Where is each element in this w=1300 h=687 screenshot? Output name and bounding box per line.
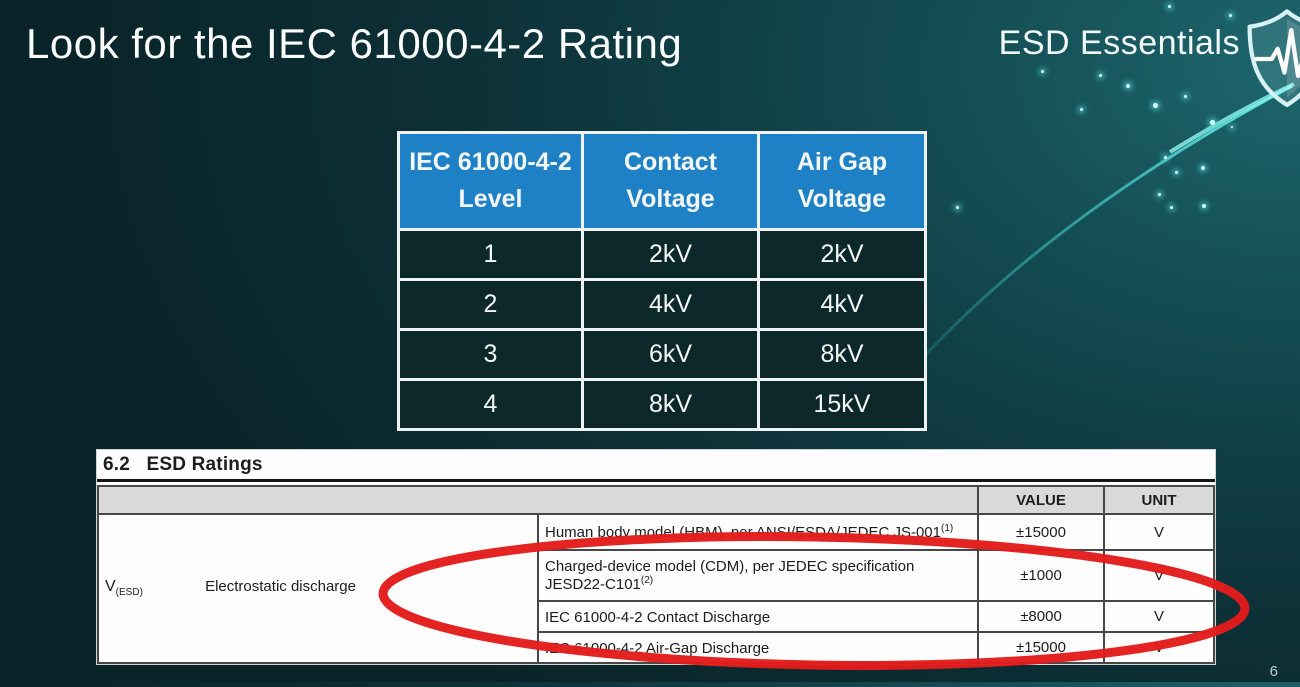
parameter-label: Electrostatic discharge (205, 578, 356, 596)
cell-level: 1 (397, 228, 584, 281)
cell-airgap: 4kV (757, 278, 927, 331)
header-cell-contact: Contact Voltage (581, 131, 760, 231)
table-row: 2 4kV 4kV (397, 278, 927, 331)
row-value: ±15000 (977, 631, 1105, 664)
star-dot (1158, 193, 1161, 196)
star-dot (1170, 206, 1173, 209)
iec-level-table: IEC 61000-4-2 Level Contact Voltage Air … (397, 131, 927, 431)
table-row-hbm: V(ESD) Electrostatic discharge Human bod… (97, 513, 1215, 664)
cell-airgap: 15kV (757, 378, 927, 431)
table-row: 3 6kV 8kV (397, 328, 927, 381)
star-dot (1175, 171, 1178, 174)
table-row: 1 2kV 2kV (397, 228, 927, 281)
row-description: IEC 61000-4-2 Contact Discharge (537, 600, 979, 633)
cell-contact: 6kV (581, 328, 760, 381)
cell-airgap: 8kV (757, 328, 927, 381)
star-dot (1202, 204, 1206, 208)
datasheet-section-title: 6.2 ESD Ratings (97, 450, 1215, 482)
cell-airgap: 2kV (757, 228, 927, 281)
row-value: ±1000 (977, 549, 1105, 602)
empty-header-cell (97, 485, 979, 515)
page-title: Look for the IEC 61000-4-2 Rating (26, 20, 683, 67)
row-unit: V (1103, 631, 1215, 664)
row-value: ±15000 (977, 513, 1105, 551)
row-description: IEC 61000-4-2 Air-Gap Discharge (537, 631, 979, 664)
star-dot (956, 206, 959, 209)
star-dot (1126, 84, 1130, 88)
datasheet-excerpt: 6.2 ESD Ratings VALUE UNIT V(ESD) Electr… (97, 450, 1215, 664)
page-number: 6 (1269, 663, 1278, 680)
cell-contact: 4kV (581, 278, 760, 331)
header-cell-airgap: Air Gap Voltage (757, 131, 927, 231)
row-value: ±8000 (977, 600, 1105, 633)
star-dot (1168, 5, 1171, 8)
ratings-header-row: VALUE UNIT (97, 485, 1215, 515)
row-unit: V (1103, 549, 1215, 602)
row-description: Human body model (HBM), per ANSI/ESDA/JE… (537, 513, 979, 551)
star-dot (1164, 156, 1167, 159)
cell-contact: 2kV (581, 228, 760, 281)
star-dot (1201, 166, 1205, 170)
row-unit: V (1103, 600, 1215, 633)
brand-text: ESD Essentials (998, 24, 1240, 62)
table-header-row: IEC 61000-4-2 Level Contact Voltage Air … (397, 131, 927, 231)
star-dot (1153, 103, 1158, 108)
star-dot (1229, 14, 1232, 17)
symbol-cell: V(ESD) Electrostatic discharge (97, 513, 539, 664)
table-row: 4 8kV 15kV (397, 378, 927, 431)
shield-pulse-logo-icon (1242, 8, 1300, 110)
cell-contact: 8kV (581, 378, 760, 431)
star-dot (1231, 126, 1233, 128)
star-dot (1210, 120, 1215, 125)
row-unit: V (1103, 513, 1215, 551)
cell-level: 3 (397, 328, 584, 381)
unit-header: UNIT (1103, 485, 1215, 515)
star-dot (1041, 70, 1044, 73)
star-dot (1184, 95, 1187, 98)
cell-level: 4 (397, 378, 584, 431)
esd-ratings-table: VALUE UNIT V(ESD) Electrostatic discharg… (97, 485, 1215, 664)
cell-level: 2 (397, 278, 584, 331)
row-description: Charged-device model (CDM), per JEDEC sp… (537, 549, 979, 602)
star-dot (1080, 108, 1083, 111)
value-header: VALUE (977, 485, 1105, 515)
header-cell-level: IEC 61000-4-2 Level (397, 131, 584, 231)
star-dot (1099, 74, 1102, 77)
